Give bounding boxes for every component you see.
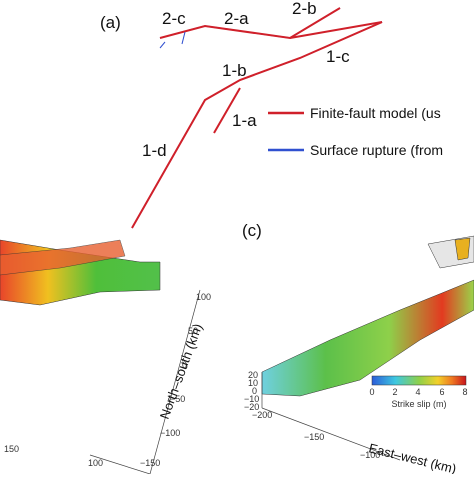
axis-label: East–west (km) (367, 440, 458, 474)
segment-label: 1-b (222, 61, 247, 80)
tick-label: 0 (252, 386, 257, 396)
colorbar-tick: 0 (369, 387, 374, 397)
tick-label: 50 (188, 326, 198, 336)
tick-label: −150 (140, 458, 160, 468)
tick-label: 100 (196, 292, 211, 302)
panel-label: (c) (242, 221, 262, 240)
tick-label: −100 (360, 450, 380, 460)
legend-label: Finite-fault model (us (310, 105, 441, 121)
tick-label: −100 (160, 428, 180, 438)
tick-label: 0 (182, 360, 187, 370)
tick-label: 100 (88, 458, 103, 468)
tick-label: 150 (4, 444, 19, 454)
axis-box (89, 289, 201, 475)
tick-label: 20 (248, 370, 258, 380)
tick-label: 10 (248, 378, 258, 388)
segment-label: 2-c (162, 9, 186, 28)
segment-label: 2-a (224, 9, 249, 28)
colorbar-label: Strike slip (m) (391, 399, 446, 409)
colorbar (371, 375, 467, 386)
fault-surface (0, 239, 161, 306)
colorbar-tick: 8 (462, 387, 467, 397)
axis-label: North–south (km) (157, 322, 205, 421)
tick-label: −50 (170, 394, 185, 404)
axis-box (261, 372, 401, 461)
colorbar-tick: 4 (415, 387, 420, 397)
legend-label: Surface rupture (from (310, 142, 443, 158)
tick-label: −150 (304, 432, 324, 442)
segment-label: 1-d (142, 141, 167, 160)
segment-label: 1-c (326, 47, 350, 66)
fault-surface (261, 235, 474, 397)
tick-label: −10 (244, 394, 259, 404)
tick-label: −200 (252, 410, 272, 420)
tick-label: −20 (244, 402, 259, 412)
colorbar-tick: 2 (392, 387, 397, 397)
colorbar-tick: 6 (439, 387, 444, 397)
panel-label: (a) (100, 13, 121, 32)
fault-traces (131, 7, 383, 229)
segment-label: 1-a (232, 111, 257, 130)
segment-label: 2-b (292, 0, 317, 18)
